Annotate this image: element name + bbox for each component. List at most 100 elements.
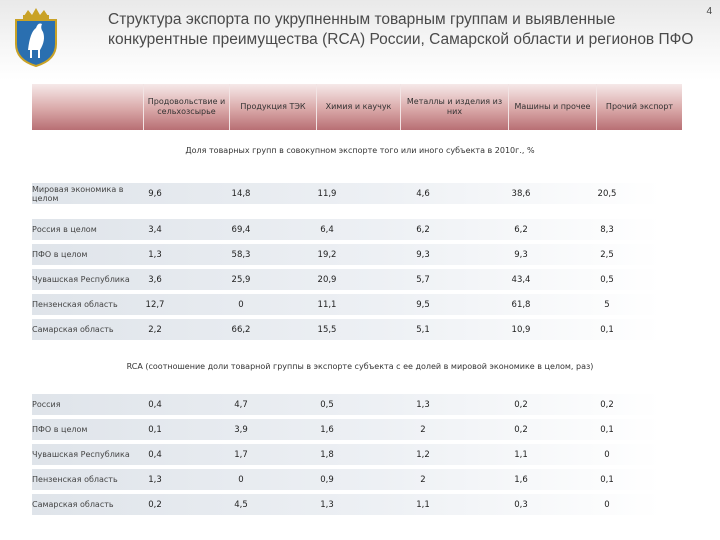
row-label: Россия в целом: [32, 225, 97, 234]
row-label: Чувашская Республика: [32, 450, 130, 459]
table-cell: 0,4: [148, 449, 162, 460]
row-label: Чувашская Республика: [32, 275, 130, 284]
table-cell: 0,5: [600, 274, 614, 285]
table-cell: 38,6: [511, 188, 531, 199]
table-cell: 0,9: [320, 474, 334, 485]
column-header-empty: [32, 84, 144, 130]
table-cell: 2,5: [600, 249, 614, 260]
table-cell: 11,9: [317, 188, 337, 199]
table-cell: 2: [420, 424, 426, 435]
table-cell: 1,3: [148, 474, 162, 485]
table-row: Чувашская Республика 0,4 1,7 1,8 1,2 1,1 0: [32, 444, 661, 465]
column-header-chemistry: Химия и каучук: [317, 84, 401, 130]
table-cell: 9,3: [514, 249, 528, 260]
table-cell: 0,2: [514, 399, 528, 410]
table-cell: 69,4: [231, 224, 251, 235]
table-cell: 25,9: [231, 274, 251, 285]
table2-caption: RCA (соотношение доли товарной группы в …: [126, 362, 594, 371]
table-row: Россия 0,4 4,7 0,5 1,3 0,2 0,2: [32, 394, 661, 415]
table-cell: 1,1: [416, 499, 430, 510]
table-cell: 5,7: [416, 274, 430, 285]
table-cell: 0: [238, 474, 244, 485]
slide-title: Структура экспорта по укрупненным товарн…: [108, 11, 694, 48]
column-header-food: Продовольствие и сельхозсырье: [144, 84, 230, 130]
table-cell: 61,8: [511, 299, 531, 310]
table-cell: 20,5: [597, 188, 617, 199]
row-label: ПФО в целом: [32, 425, 88, 434]
table-cell: 11,1: [317, 299, 337, 310]
table-cell: 9,3: [416, 249, 430, 260]
table-row: ПФО в целом 0,1 3,9 1,6 2 0,2 0,1: [32, 419, 661, 440]
table-cell: 15,5: [317, 324, 337, 335]
row-label: ПФО в целом: [32, 250, 88, 259]
column-header-energy: Продукция ТЭК: [230, 84, 317, 130]
column-header-metals: Металлы и изделия из них: [401, 84, 509, 130]
table-cell: 9,6: [148, 188, 162, 199]
table-cell: 19,2: [317, 249, 337, 260]
table-cell: 0,2: [148, 499, 162, 510]
table-cell: 1,8: [320, 449, 334, 460]
table-cell: 0: [604, 499, 610, 510]
table-cell: 14,8: [231, 188, 251, 199]
table-cell: 2,2: [148, 324, 162, 335]
table-row: Пензенская область 1,3 0 0,9 2 1,6 0,1: [32, 469, 661, 490]
row-label: Пензенская область: [32, 475, 118, 484]
table-row: Чувашская Республика 3,6 25,9 20,9 5,7 43,4 0,…: [32, 269, 661, 290]
row-label: Самарская область: [32, 325, 114, 334]
table-cell: 1,3: [416, 399, 430, 410]
table-cell: 4,6: [416, 188, 430, 199]
table-cell: 0,2: [514, 424, 528, 435]
table-cell: 20,9: [317, 274, 337, 285]
table-cell: 0,1: [148, 424, 162, 435]
table-cell: 58,3: [231, 249, 251, 260]
table-cell: 0,1: [600, 474, 614, 485]
table-cell: 1,6: [514, 474, 528, 485]
table-cell: 3,4: [148, 224, 162, 235]
row-label: Мировая экономика в целом: [32, 184, 124, 203]
table-row: Самарская область 2,2 66,2 15,5 5,1 10,9 0,1: [32, 319, 661, 340]
column-header-machinery: Машины и прочее: [509, 84, 597, 130]
table-cell: 1,6: [320, 424, 334, 435]
table-cell: 0,1: [600, 424, 614, 435]
table-cell: 3,6: [148, 274, 162, 285]
row-label: Россия: [32, 400, 61, 409]
table-cell: 0,1: [600, 324, 614, 335]
table-row: Пензенская область 12,7 0 11,1 9,5 61,8 5: [32, 294, 661, 315]
table-cell: 2: [420, 474, 426, 485]
table-cell: 1,7: [234, 449, 248, 460]
table-cell: 10,9: [511, 324, 531, 335]
table-cell: 0: [238, 299, 244, 310]
table1-caption: Доля товарных групп в совокупном экспорт…: [185, 146, 535, 155]
table-cell: 0,3: [514, 499, 528, 510]
table-cell: 4,5: [234, 499, 248, 510]
slide-header: Структура экспорта по укрупненным товарн…: [0, 0, 720, 80]
table-cell: 6,4: [320, 224, 334, 235]
table-cell: 1,3: [320, 499, 334, 510]
table-row: Самарская область 0,2 4,5 1,3 1,1 0,3 0: [32, 494, 661, 515]
table-cell: 0,5: [320, 399, 334, 410]
table-row: Россия в целом 3,4 69,4 6,4 6,2 6,2 8,3: [32, 219, 661, 240]
table-cell: 8,3: [600, 224, 614, 235]
table-cell: 1,1: [514, 449, 528, 460]
row-label: Самарская область: [32, 500, 114, 509]
table-cell: 4,7: [234, 399, 248, 410]
table-cell: 6,2: [514, 224, 528, 235]
table-cell: 66,2: [231, 324, 251, 335]
table-cell: 43,4: [511, 274, 531, 285]
table-cell: 9,5: [416, 299, 430, 310]
table-cell: 12,7: [145, 299, 165, 310]
row-label: Пензенская область: [32, 300, 118, 309]
column-header-other: Прочий экспорт: [597, 84, 682, 130]
table-cell: 5: [604, 299, 610, 310]
table-cell: 5,1: [416, 324, 430, 335]
table-row: ПФО в целом 1,3 58,3 19,2 9,3 9,3 2,5: [32, 244, 661, 265]
samara-coat-of-arms-icon: [15, 8, 57, 68]
table-cell: 3,9: [234, 424, 248, 435]
table-cell: 0: [604, 449, 610, 460]
page-number: 4: [706, 6, 712, 17]
table-cell: 0,4: [148, 399, 162, 410]
table-row: Мировая экономика в целом 9,6 14,8 11,9 4,6 3…: [32, 183, 661, 204]
table-cell: 1,2: [416, 449, 430, 460]
table-cell: 6,2: [416, 224, 430, 235]
table-cell: 0,2: [600, 399, 614, 410]
